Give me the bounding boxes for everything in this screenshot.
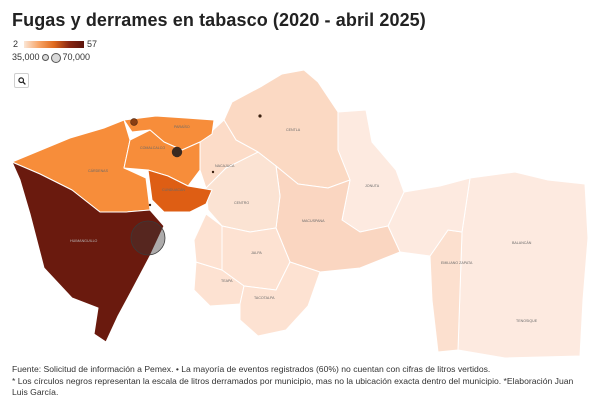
label-tenosique: TENOSIQUE: [516, 319, 538, 323]
legend-min-value: 2: [13, 39, 19, 49]
label-teapa: TEAPA: [221, 279, 233, 283]
source-note: Fuente: Solicitud de información a Pemex…: [12, 364, 491, 374]
label-balancan: BALANCÁN: [512, 241, 532, 245]
spill-dot-centla[interactable]: [258, 114, 262, 118]
municipality-tenosique[interactable]: [457, 171, 589, 359]
label-paraiso: PARAÍSO: [174, 125, 190, 129]
spill-dot-nacajuca[interactable]: [211, 170, 215, 174]
label-comalcalco: COMALCALCO: [140, 146, 165, 150]
circle-note: * Los círculos negros representan la esc…: [12, 375, 574, 398]
label-jonuta: JONUTA: [365, 184, 380, 188]
label-jalpa: JALPA: [251, 251, 262, 255]
label-nacajuca: NACAJUCA: [215, 164, 235, 168]
municipality-teapa-south[interactable]: [193, 213, 223, 271]
page-title: Fugas y derrames en tabasco (2020 - abri…: [12, 10, 426, 30]
label-centla: CENTLA: [286, 128, 301, 132]
label-cardenas: CÁRDENAS: [88, 169, 109, 173]
search-button[interactable]: [14, 73, 29, 88]
footer-notes: Fuente: Solicitud de información a Pemex…: [12, 364, 584, 399]
legend-size-small-label: 35,000: [12, 52, 40, 62]
municipality-comalcalco[interactable]: [123, 129, 201, 187]
spill-circle-comalcalco[interactable]: [171, 146, 183, 158]
label-macuspana: MACUSPANA: [302, 219, 325, 223]
legend-max-value: 57: [87, 39, 98, 49]
municipality-nacajuca[interactable]: [199, 119, 259, 189]
legend-small-circle: [41, 54, 49, 62]
municipality-cunduacan[interactable]: [147, 169, 213, 213]
spill-dot-cunduacan[interactable]: [148, 203, 152, 207]
search-icon: [18, 77, 26, 85]
map-legend: 2 57 35,000 70,000: [12, 39, 132, 65]
municipality-tacotalpa[interactable]: [239, 261, 321, 337]
spill-circle-huimanguillo[interactable]: [130, 220, 166, 256]
legend-size-large-label: 70,000: [62, 52, 91, 62]
legend-circle-sizes: 35,000 70,000: [12, 52, 90, 63]
municipality-jonuta[interactable]: [337, 109, 405, 233]
spill-circle-paraiso[interactable]: [130, 118, 138, 126]
label-huimanguillo: HUIMANGUILLO: [70, 239, 98, 243]
label-cunduacan: CUNDUACÁN: [162, 188, 185, 192]
legend-color-ramp: [24, 41, 84, 48]
label-centro: CENTRO: [234, 201, 249, 205]
label-tacotalpa: TACOTALPA: [254, 296, 275, 300]
legend-large-circle: [50, 52, 61, 63]
municipality-huimanguillo[interactable]: [11, 161, 165, 343]
label-emiliano-zapata: EMILIANO ZAPATA: [441, 261, 473, 265]
